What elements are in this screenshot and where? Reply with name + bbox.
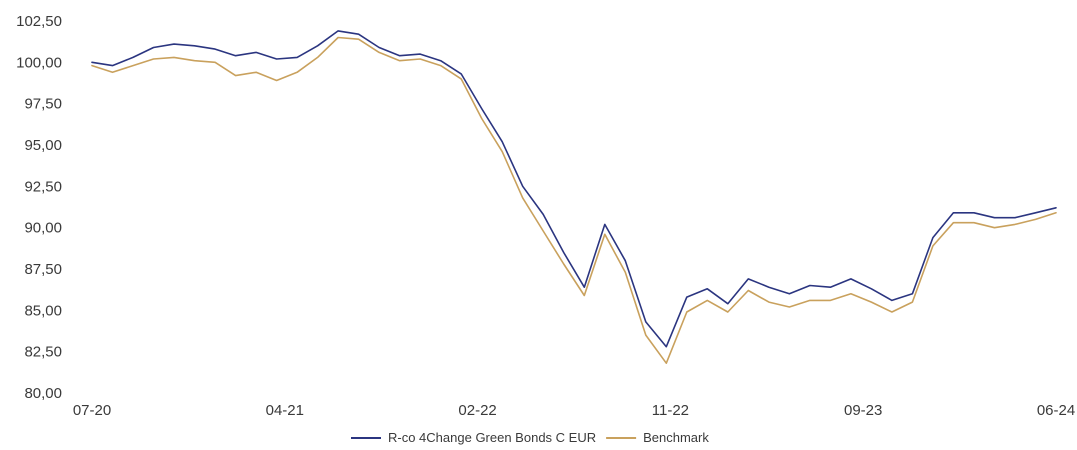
y-tick-label: 100,00 xyxy=(16,54,62,71)
series-line-fund xyxy=(91,30,1057,348)
y-tick-label: 87,50 xyxy=(24,261,62,278)
y-tick-label: 90,00 xyxy=(24,220,62,237)
legend: R-co 4Change Green Bonds C EUR Benchmark xyxy=(351,430,709,445)
legend-label-benchmark: Benchmark xyxy=(643,430,709,445)
x-tick-label: 02-22 xyxy=(458,402,496,419)
y-tick-label: 102,50 xyxy=(16,13,62,30)
x-tick-label: 06-24 xyxy=(1037,402,1075,419)
y-tick-label: 97,50 xyxy=(24,96,62,113)
x-axis: 07-20 04-21 02-22 11-22 09-23 06-24 xyxy=(73,402,1075,419)
x-tick-label: 04-21 xyxy=(266,402,304,419)
x-tick-label: 07-20 xyxy=(73,402,111,419)
y-tick-label: 92,50 xyxy=(24,178,62,195)
series-line-benchmark xyxy=(91,36,1057,365)
y-tick-label: 95,00 xyxy=(24,137,62,154)
x-tick-label: 11-22 xyxy=(652,402,689,419)
y-tick-label: 85,00 xyxy=(24,302,62,319)
legend-label-fund: R-co 4Change Green Bonds C EUR xyxy=(388,430,596,445)
y-axis: 102,50 100,00 97,50 95,00 92,50 90,00 87,50 85,… xyxy=(16,13,62,402)
y-tick-label: 80,00 xyxy=(24,385,62,402)
y-tick-label: 82,50 xyxy=(24,344,62,361)
x-tick-label: 09-23 xyxy=(844,402,882,419)
series-layer xyxy=(91,30,1057,365)
